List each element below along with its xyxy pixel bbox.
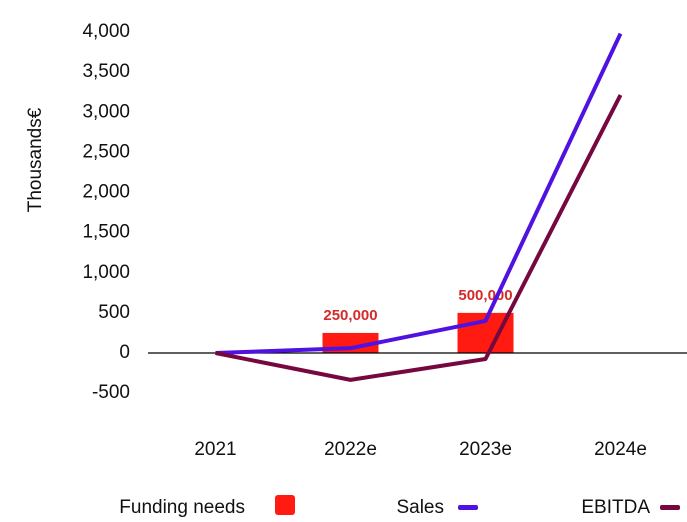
line-series — [215, 32, 623, 355]
value-label: 500,000 — [458, 287, 512, 304]
x-tick-label: 2023e — [459, 439, 512, 460]
x-tick-label: 2024e — [594, 439, 647, 460]
y-tick-label: 500 — [98, 302, 130, 323]
x-tick-label: 2022e — [324, 439, 377, 460]
y-tick-label: 1,000 — [82, 262, 130, 283]
y-tick-label: 4,000 — [82, 21, 130, 42]
y-tick-label: 2,500 — [82, 141, 130, 162]
legend-swatch — [660, 505, 680, 510]
y-tick-label: 0 — [119, 342, 130, 363]
y-tick-label: -500 — [92, 382, 130, 403]
legend-swatch — [458, 505, 478, 510]
legend-label: EBITDA — [581, 497, 650, 518]
y-axis-label: Thousands€ — [25, 107, 46, 212]
line-series — [215, 94, 623, 382]
legend-label: Sales — [396, 497, 444, 518]
legend-swatch — [275, 495, 295, 515]
y-tick-label: 3,500 — [82, 61, 130, 82]
y-tick-label: 3,000 — [82, 101, 130, 122]
legend-label: Funding needs — [119, 497, 245, 518]
value-label: 250,000 — [323, 307, 377, 324]
y-tick-label: 2,000 — [82, 182, 130, 203]
x-tick-label: 2021 — [194, 439, 236, 460]
y-tick-label: 1,500 — [82, 222, 130, 243]
